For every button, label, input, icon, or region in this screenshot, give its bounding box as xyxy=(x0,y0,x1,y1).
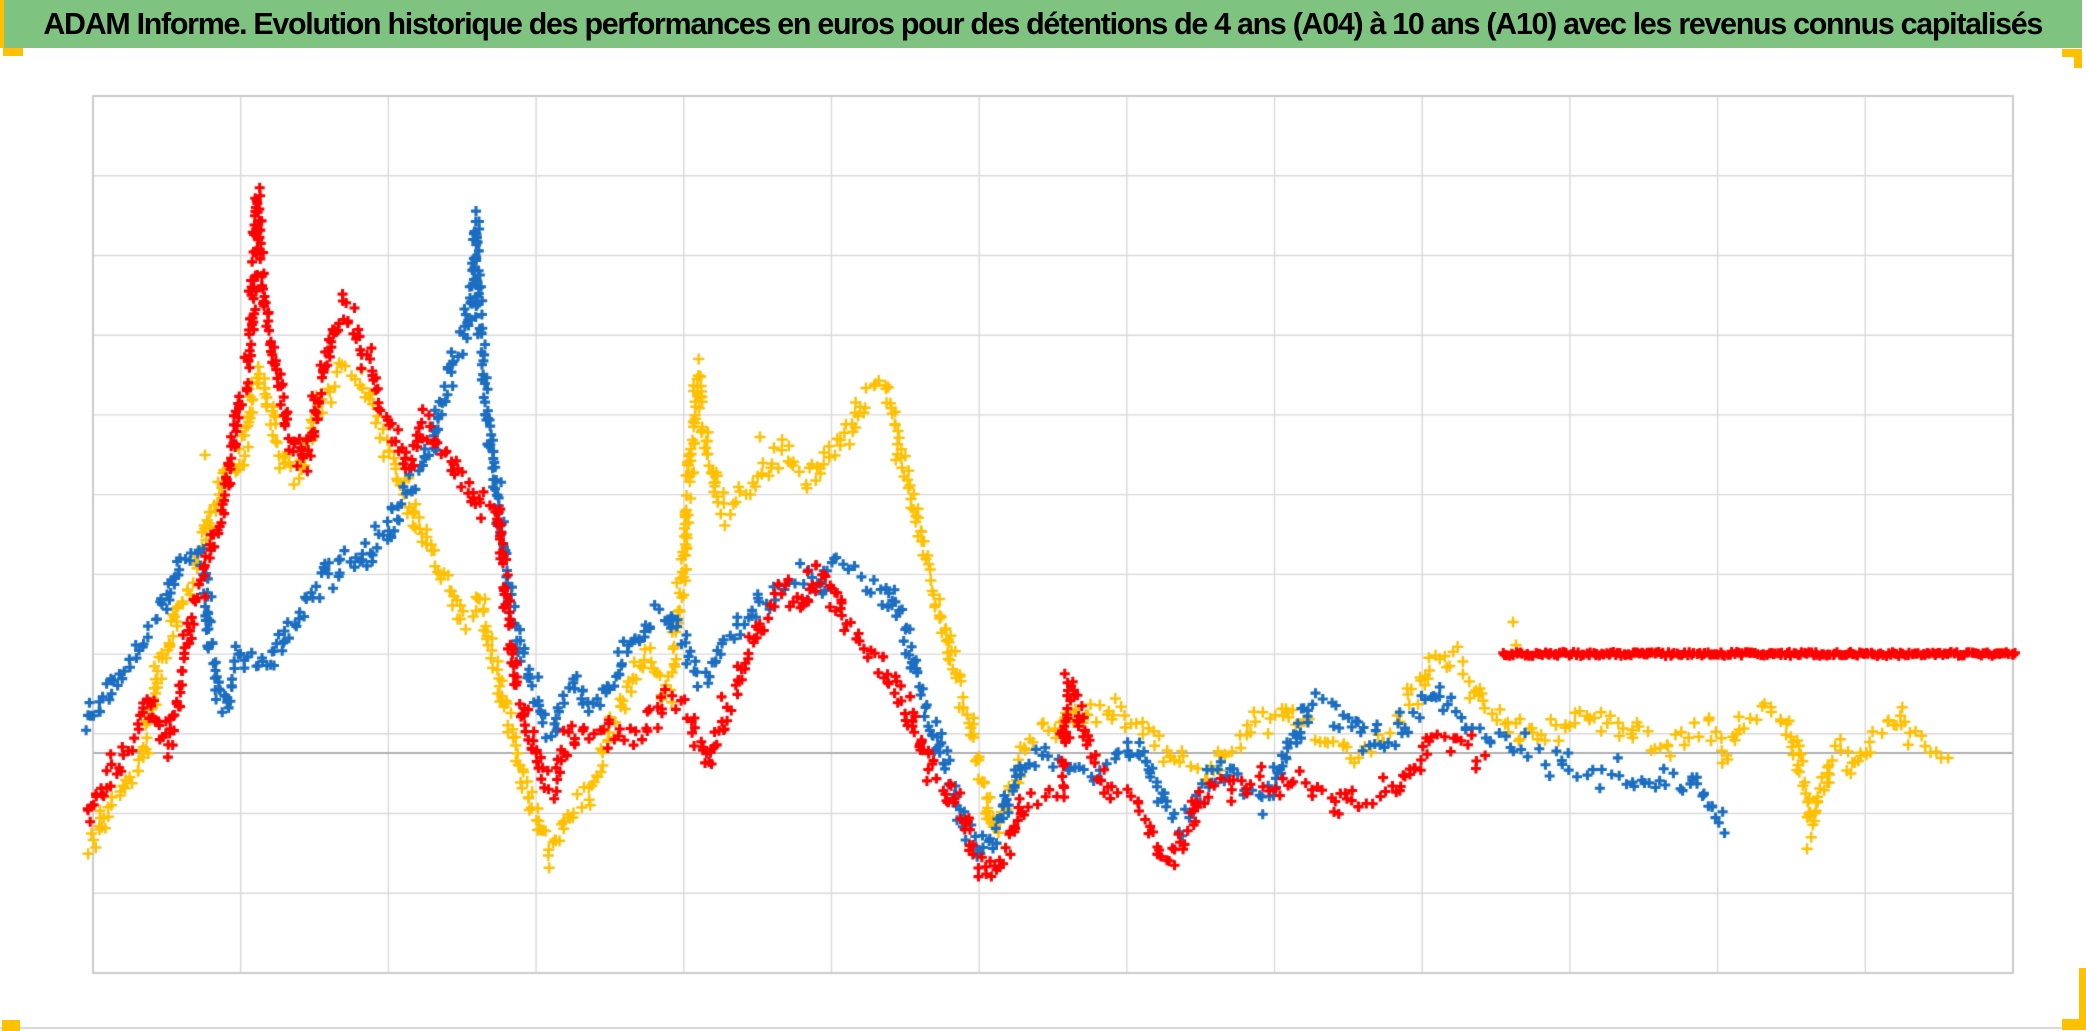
accent-bottom-left-marker xyxy=(2,1020,20,1031)
accent-left-sliver xyxy=(0,0,4,48)
accent-bottom-right-corner-v xyxy=(2079,968,2086,1026)
accent-bottom-right-corner-h xyxy=(2062,1019,2086,1030)
accent-top-left-marker xyxy=(3,48,23,56)
accent-top-right-corner-h xyxy=(2062,49,2082,57)
title-bar: ADAM Informe. Evolution historique des p… xyxy=(4,0,2082,48)
bottom-divider xyxy=(0,1027,2086,1029)
page-title: ADAM Informe. Evolution historique des p… xyxy=(43,6,2044,41)
accent-top-right-corner-v xyxy=(2074,49,2082,68)
